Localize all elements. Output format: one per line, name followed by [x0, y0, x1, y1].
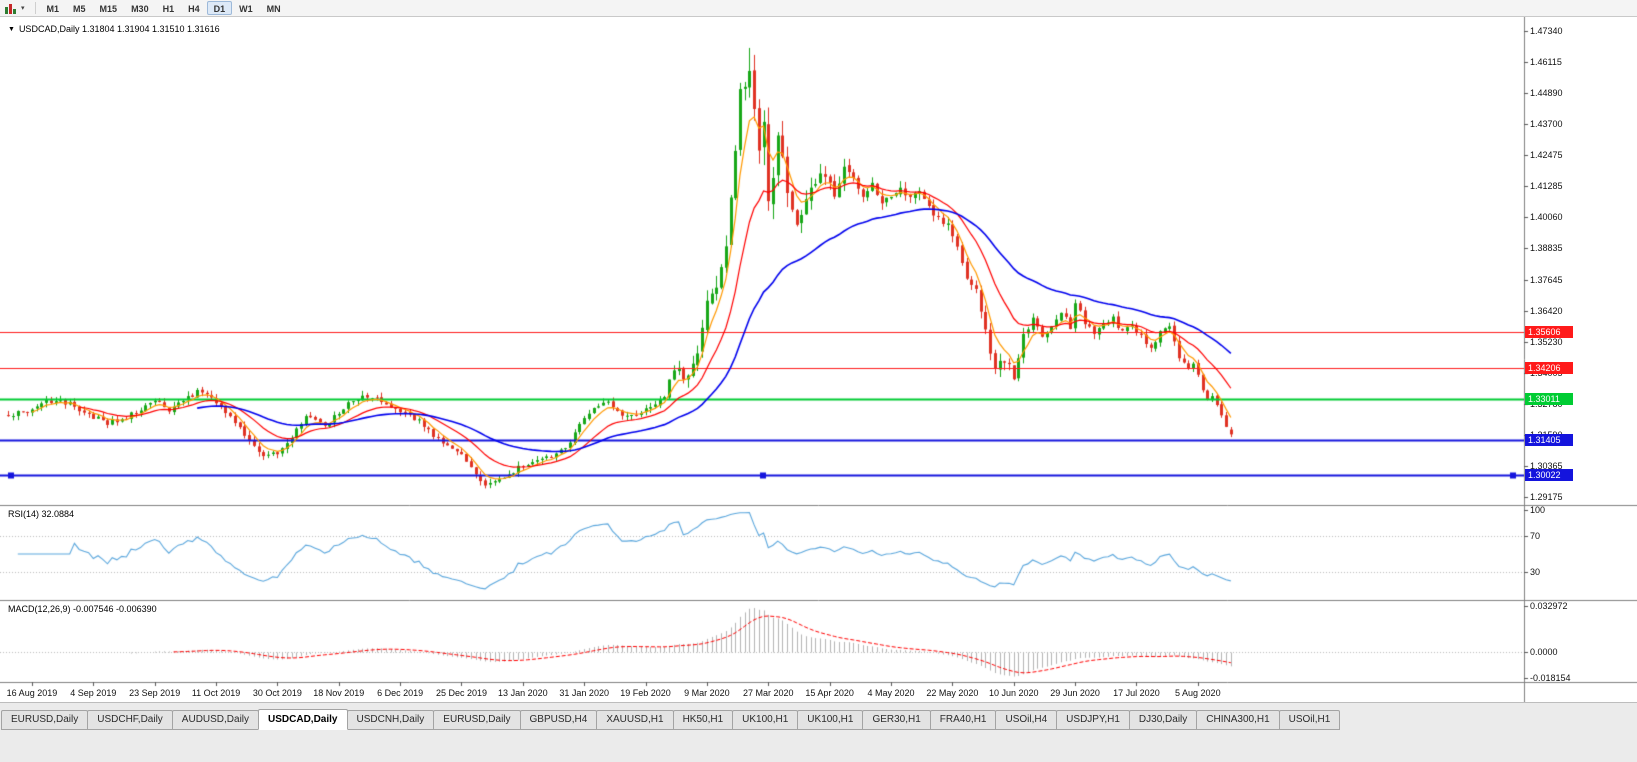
macd-axis-tick: 0.032972: [1530, 601, 1568, 611]
date-axis-label: 17 Jul 2020: [1113, 688, 1160, 698]
chart-tab-eurusd-daily[interactable]: EURUSD,Daily: [433, 710, 521, 730]
level-price-tag: 1.30022: [1525, 469, 1573, 482]
chart-tab-usdcnh-daily[interactable]: USDCNH,Daily: [346, 710, 435, 730]
timeframe-button-h4[interactable]: H4: [188, 4, 200, 14]
price-axis-tick: 1.35230: [1530, 336, 1563, 347]
chart-canvas[interactable]: [0, 17, 1637, 702]
price-axis-tick: 1.36420: [1530, 305, 1563, 316]
price-axis-tick: 1.38835: [1530, 243, 1563, 254]
date-axis-label: 5 Aug 2020: [1175, 688, 1221, 698]
price-axis-tick: 1.47340: [1530, 26, 1563, 36]
timeframe-button-m15[interactable]: M15: [99, 4, 118, 14]
date-axis-label: 19 Feb 2020: [620, 688, 671, 698]
price-axis-tick: 1.43700: [1530, 119, 1563, 130]
timeframe-button-w1[interactable]: W1: [239, 4, 253, 14]
chart-tab-gbpusd-h4[interactable]: GBPUSD,H4: [519, 710, 598, 730]
date-axis-label: 31 Jan 2020: [559, 688, 609, 698]
price-axis-tick: 1.40060: [1530, 212, 1563, 223]
chart-tab-china300-h1[interactable]: CHINA300,H1: [1196, 710, 1280, 730]
chart-tab-ger30-h1[interactable]: GER30,H1: [862, 710, 931, 730]
chart-ohlc-title: ▼ USDCAD,Daily 1.31804 1.31904 1.31510 1.…: [8, 24, 220, 35]
date-axis-label: 23 Sep 2019: [129, 688, 181, 698]
price-axis-tick: 1.42475: [1530, 150, 1563, 161]
chart-type-icon[interactable]: [5, 3, 19, 14]
chart-tab-eurusd-daily[interactable]: EURUSD,Daily: [1, 710, 89, 730]
chart-tab-dj30-daily[interactable]: DJ30,Daily: [1128, 710, 1198, 730]
timeframe-button-m5[interactable]: M5: [73, 4, 86, 14]
chart-tab-usdchf-daily[interactable]: USDCHF,Daily: [87, 710, 173, 730]
chart-tab-bar: EURUSD,Daily USDCHF,Daily AUDUSD,Daily USDC…: [0, 702, 1637, 762]
timeframe-button-m1[interactable]: M1: [46, 4, 60, 14]
chart-tab-uk100-h1[interactable]: UK100,H1: [797, 710, 864, 730]
rsi-axis-tick: 30: [1530, 566, 1541, 577]
chart-tab-xauusd-h1[interactable]: XAUUSD,H1: [596, 710, 674, 730]
chart-tab-usoil-h4[interactable]: USOil,H4: [995, 710, 1058, 730]
macd-axis-tick: -0.018154: [1530, 673, 1571, 683]
timeframe-button-m30[interactable]: M30: [131, 4, 149, 14]
date-axis-label: 13 Jan 2020: [498, 688, 548, 698]
date-axis-label: 27 Mar 2020: [742, 688, 794, 698]
level-price-tag: 1.35606: [1525, 326, 1573, 339]
date-axis-label: 29 Jun 2020: [1050, 688, 1100, 698]
price-axis-tick: 1.41285: [1530, 181, 1563, 192]
price-axis-tick: 1.46115: [1530, 57, 1562, 68]
price-axis-tick: 1.29175: [1530, 492, 1563, 502]
date-axis-label: 22 May 2020: [926, 688, 979, 698]
date-axis-label: 18 Nov 2019: [313, 688, 365, 698]
date-axis-label: 25 Dec 2019: [435, 688, 487, 698]
timeframe-button-h1[interactable]: H1: [162, 4, 175, 14]
date-axis-label: 4 Sep 2019: [70, 688, 117, 698]
date-axis-label: 15 Apr 2020: [805, 688, 854, 698]
date-axis-label: 11 Oct 2019: [191, 688, 241, 698]
chart-area: ▼ USDCAD,Daily 1.31804 1.31904 1.31510 1.…: [0, 17, 1637, 702]
chart-tab-audusd-daily[interactable]: AUDUSD,Daily: [171, 710, 260, 730]
chart-tab-usoil-h1[interactable]: USOil,H1: [1278, 710, 1341, 730]
chart-tab-usdcad-daily[interactable]: USDCAD,Daily: [258, 709, 348, 730]
chart-title-text: USDCAD,Daily 1.31804 1.31904 1.31510 1.3…: [18, 24, 220, 34]
date-axis-label: 9 Mar 2020: [684, 688, 730, 698]
level-price-tag: 1.34206: [1525, 361, 1573, 374]
price-axis-tick: 1.37645: [1530, 274, 1563, 285]
price-axis-tick: 1.30365: [1530, 460, 1563, 471]
rsi-indicator-label: RSI(14) 32.0884: [8, 509, 75, 519]
date-axis-label: 10 Jun 2020: [988, 688, 1039, 698]
timeframe-button-mn[interactable]: MN: [266, 4, 281, 14]
date-axis-label: 6 Dec 2019: [377, 688, 424, 698]
timeframe-button-d1[interactable]: D1: [206, 1, 233, 15]
chart-tab-usdjpy-h1[interactable]: USDJPY,H1: [1056, 710, 1130, 730]
timeframe-toolbar: ▾ M1 M5 M15 M30 H1 H4 D1 W1 MN: [0, 0, 1637, 17]
toolbar-separator: [34, 2, 36, 14]
level-price-tag: 1.31405: [1525, 433, 1573, 446]
chart-tab-uk100-h1[interactable]: UK100,H1: [732, 710, 799, 730]
date-axis-label: 4 May 2020: [867, 688, 915, 698]
dropdown-caret-icon[interactable]: ▾: [21, 5, 25, 12]
macd-axis-tick: 0.0000: [1530, 647, 1558, 658]
rsi-axis-tick: 70: [1530, 531, 1541, 542]
chart-tab-hk50-h1[interactable]: HK50,H1: [672, 710, 734, 730]
date-axis-label: 30 Oct 2019: [252, 688, 302, 698]
price-axis-tick: 1.44890: [1530, 88, 1563, 99]
chart-tab-fra40-h1[interactable]: FRA40,H1: [929, 710, 997, 730]
macd-indicator-label: MACD(12,26,9) -0.007546 -0.006390: [8, 604, 157, 614]
chart-collapse-icon[interactable]: ▼: [8, 26, 15, 33]
date-axis-label: 16 Aug 2019: [6, 688, 58, 698]
level-price-tag: 1.33011: [1525, 392, 1573, 405]
rsi-axis-tick: 100: [1530, 505, 1546, 515]
